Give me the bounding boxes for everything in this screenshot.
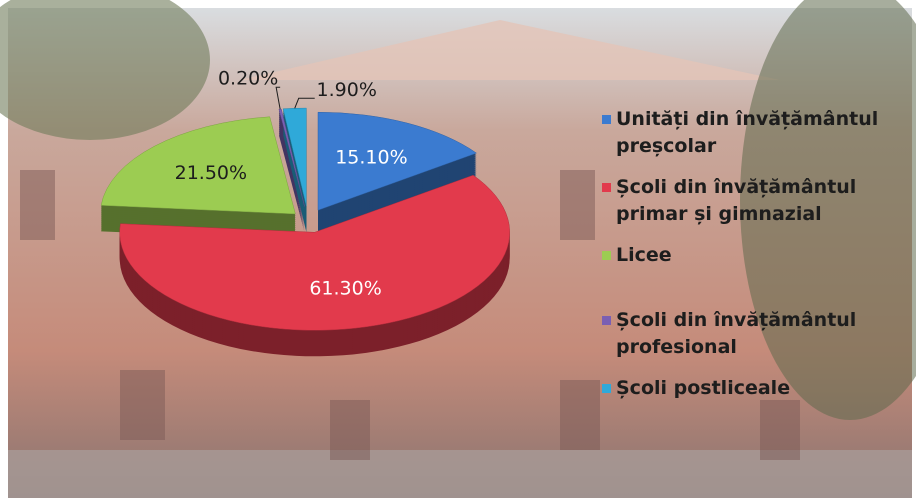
legend-item: Unități din învățământul preșcolar: [602, 106, 902, 160]
value-label: 1.90%: [317, 79, 377, 101]
legend-label: Școli postliceale: [616, 375, 790, 402]
legend-swatch: [602, 384, 611, 393]
legend-label: Licee: [616, 242, 672, 269]
screenshot: 15.10% 61.30% 21.50% 0.20% 1.90% Unități din…: [0, 0, 916, 503]
value-label: 0.20%: [218, 68, 278, 90]
legend-swatch: [602, 316, 611, 325]
legend-item: Școli postliceale: [602, 375, 902, 402]
legend-swatch: [602, 115, 611, 124]
legend-swatch: [602, 251, 611, 260]
value-label: 15.10%: [335, 146, 407, 168]
legend-label: Unități din învățământul preșcolar: [616, 106, 902, 160]
legend-swatch: [602, 183, 611, 192]
legend: Unități din învățământul preșcolar Școli …: [602, 106, 902, 416]
value-label: 21.50%: [175, 162, 247, 184]
value-label: 61.30%: [309, 278, 381, 300]
legend-item: Școli din învățământul profesional: [602, 307, 902, 361]
legend-item: Școli din învățământul primar și gimnazi…: [602, 174, 902, 228]
legend-label: Școli din învățământul primar și gimnazi…: [616, 174, 902, 228]
legend-item: Licee: [602, 242, 902, 269]
legend-label: Școli din învățământul profesional: [616, 307, 902, 361]
